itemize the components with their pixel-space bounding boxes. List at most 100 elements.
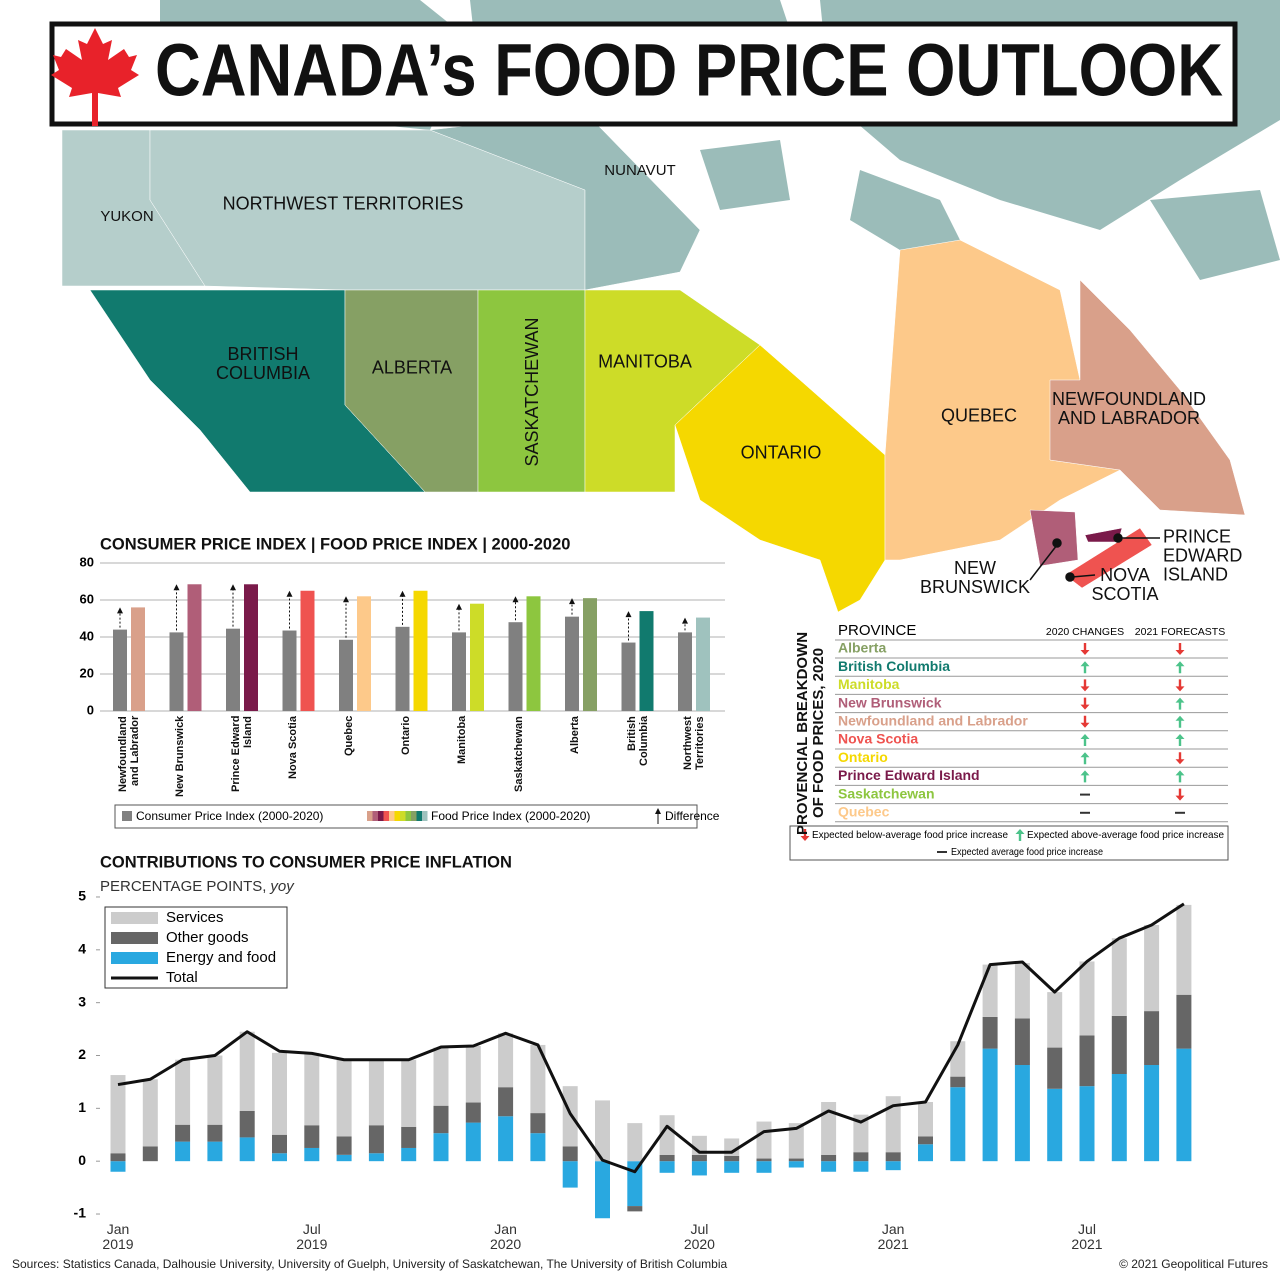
map-region: [344, 289, 479, 493]
fpi-bar: [526, 596, 541, 711]
stack-segment: [950, 1076, 966, 1088]
map-label: SASKATCHEWAN: [522, 317, 542, 466]
forecast-2021-icon: [1175, 697, 1185, 710]
stack-segment: [918, 1101, 933, 1137]
x-tick-label: Jul 2020: [683, 1221, 715, 1252]
stack-segment: [530, 1133, 546, 1162]
maple-leaf: [51, 28, 139, 126]
stack-segment: [401, 1147, 417, 1162]
map-label: ALBERTA: [371, 357, 453, 378]
legend-swatch: [367, 811, 373, 821]
stack-segment: [1047, 992, 1063, 1048]
stack-segment: [175, 1059, 191, 1125]
stack-segment: [433, 1047, 449, 1106]
stack-segment: [885, 1152, 901, 1162]
stack-segment: [272, 1153, 287, 1162]
difference-arrowhead: [569, 598, 575, 605]
stack-segment: [982, 964, 998, 1017]
forecast-2021-icon: [1175, 643, 1185, 655]
stack-segment: [1111, 1073, 1127, 1162]
copyright: © 2021 Geopolitical Futures: [1119, 1257, 1268, 1271]
stack-segment: [853, 1114, 869, 1153]
legend-swatch: [372, 811, 378, 821]
chart-title: CONSUMER PRICE INDEX | FOOD PRICE INDEX …: [100, 535, 570, 553]
map-label: MANITOBA: [598, 351, 692, 372]
x-tick-label: New Brunswick: [173, 716, 186, 798]
stack-segment: [530, 1044, 546, 1114]
stack-segment: [110, 1153, 126, 1162]
inflation-chart: CONTRIBUTIONS TO CONSUMER PRICE INFLATIO…: [74, 853, 1192, 1221]
legend-arrowhead: [655, 808, 661, 814]
stack-segment: [207, 1055, 223, 1125]
map-label: NUNAVUT: [604, 162, 676, 180]
y-tick-label: 40: [80, 628, 94, 643]
stack-segment: [595, 1100, 610, 1162]
cpi-bar: [226, 628, 240, 711]
x-tick-label: Quebec: [343, 716, 355, 757]
stack-segment: [498, 1033, 514, 1088]
x-tick-label: Ontario: [399, 716, 412, 756]
stack-segment: [1144, 1011, 1160, 1066]
stack-segment: [465, 1102, 481, 1123]
stack-segment: [175, 1141, 191, 1162]
stack-segment: [918, 1136, 933, 1145]
stack-segment: [756, 1161, 772, 1173]
x-tick-label: Nova Scotia: [286, 716, 299, 779]
stack-segment: [562, 1086, 578, 1147]
x-tick-label: Jan 2020: [490, 1221, 522, 1252]
x-tick-label: Prince Edward Island: [230, 716, 255, 793]
fpi-bar: [583, 598, 597, 711]
province-name: British Columbia: [838, 658, 950, 674]
legend-swatch: [416, 811, 422, 821]
forecast-2021-icon: [1175, 734, 1185, 746]
stack-segment: [498, 1087, 514, 1117]
fpi-bar: [131, 607, 145, 711]
change-2020-icon: [1080, 643, 1090, 655]
stack-segment: [918, 1144, 933, 1162]
stack-segment: [627, 1123, 643, 1162]
column-header: PROVINCE: [838, 622, 916, 639]
map-label: QUEBEC: [940, 405, 1018, 426]
stack-segment: [175, 1124, 191, 1142]
stack-segment: [207, 1124, 223, 1142]
stack-segment: [110, 1161, 126, 1172]
stack-segment: [821, 1101, 837, 1155]
stack-segment: [1111, 1015, 1127, 1074]
legend-swatch: [400, 811, 406, 821]
map-label: NOVA SCOTIA: [1091, 565, 1159, 604]
stack-segment: [304, 1147, 320, 1162]
stack-segment: [304, 1052, 320, 1126]
legend-label: Energy and food: [166, 949, 276, 966]
stack-segment: [336, 1136, 352, 1155]
stack-segment: [110, 1075, 126, 1154]
stack-segment: [207, 1141, 223, 1162]
legend-label: Food Price Index (2000-2020): [431, 809, 590, 823]
y-tick-label: 2: [78, 1046, 86, 1062]
difference-arrowhead: [230, 584, 236, 591]
map-label: BRITISH COLUMBIA: [215, 344, 311, 383]
stack-segment: [368, 1059, 384, 1126]
stack-segment: [1079, 961, 1095, 1036]
province-name: Ontario: [838, 749, 888, 765]
cpi-bar: [452, 632, 466, 711]
cpi-bar: [395, 626, 410, 711]
fpi-bar: [413, 590, 428, 711]
province-name: Manitoba: [838, 676, 900, 692]
y-tick-label: 80: [80, 554, 94, 569]
x-tick-label: Manitoba: [456, 716, 468, 765]
column-header: 2020 CHANGES: [1046, 626, 1124, 638]
legend-swatch: [383, 811, 389, 821]
stack-segment: [465, 1122, 481, 1162]
map-region: [1049, 279, 1246, 516]
cpi-bar: [339, 639, 353, 711]
x-tick-label: Jul 2021: [1071, 1221, 1103, 1252]
stack-segment: [724, 1155, 740, 1162]
stack-segment: [239, 1137, 255, 1162]
change-2020-icon: [1080, 679, 1090, 692]
map-label: YUKON: [100, 208, 154, 226]
cpi-chart: CONSUMER PRICE INDEX | FOOD PRICE INDEX …: [80, 535, 725, 829]
stack-segment: [595, 1161, 610, 1219]
change-2020-icon: [1080, 770, 1090, 783]
difference-arrowhead: [343, 596, 349, 603]
difference-arrowhead: [682, 617, 688, 624]
